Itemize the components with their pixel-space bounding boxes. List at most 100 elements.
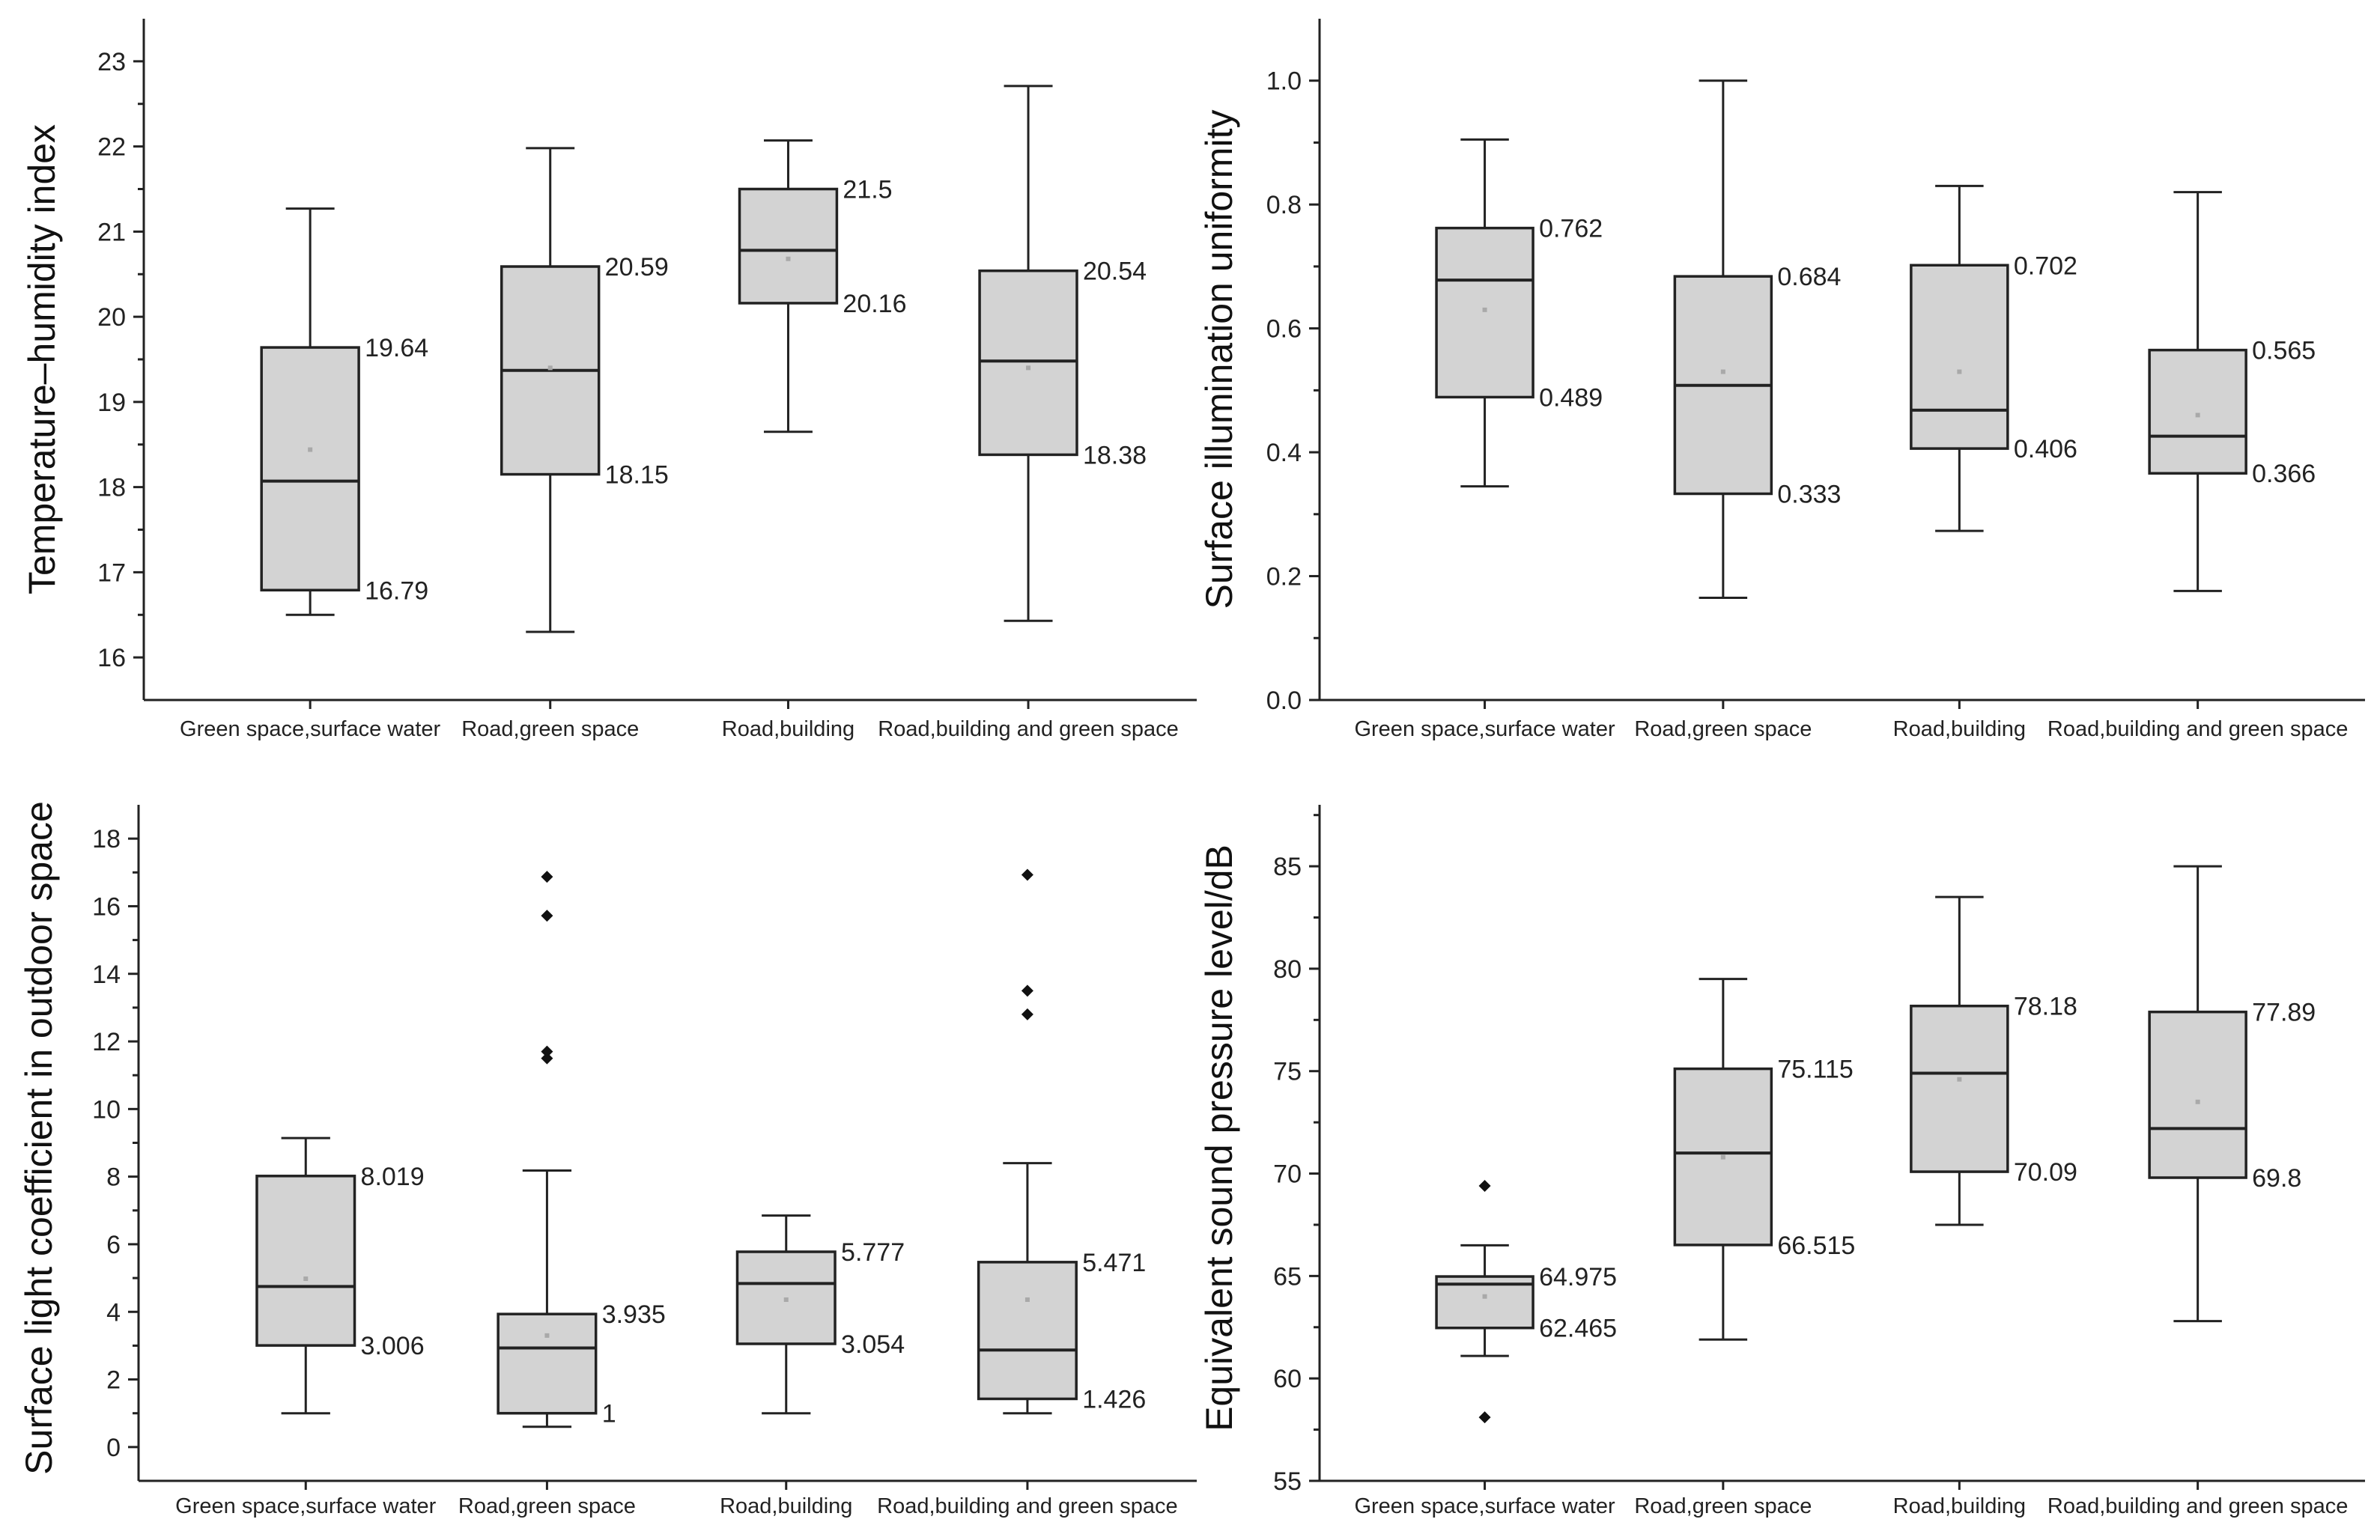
outlier-point — [1021, 868, 1033, 881]
iqr-box — [2148, 1010, 2247, 1179]
q1-label: 18.15 — [605, 461, 669, 490]
mean-marker — [1720, 369, 1725, 374]
y-tick-label: 19 — [97, 389, 126, 417]
y-tick-label: 55 — [1273, 1467, 1302, 1496]
iqr-box — [2148, 348, 2247, 475]
iqr-box — [497, 1312, 598, 1415]
outlier-point — [541, 910, 553, 922]
mean-marker — [547, 365, 553, 371]
iqr-box — [978, 269, 1078, 457]
outlier-point — [541, 1052, 553, 1065]
panel-illumination-uniformity: 0.0 0.2 0.4 0.6 0.8 1.0 Surface illumination u… — [1198, 19, 2365, 741]
q3-label: 5.471 — [1082, 1249, 1146, 1277]
y-tick-label: 85 — [1273, 853, 1302, 881]
q3-label: 5.777 — [841, 1238, 905, 1267]
y-tick-label: 1.0 — [1266, 67, 1302, 96]
x-category-label: Road,green space — [1634, 1494, 1812, 1518]
y-tick-label: 17 — [97, 559, 126, 587]
x-category-label: Road,green space — [458, 1494, 636, 1518]
y-tick-label: 65 — [1273, 1262, 1302, 1291]
mean-marker — [308, 447, 313, 452]
y-tick-label: 18 — [92, 825, 121, 853]
q1-label: 0.333 — [1777, 481, 1841, 509]
x-category-label: Green space,surface water — [1354, 1494, 1615, 1518]
panel-temperature-humidity: 16 17 18 19 20 21 22 23 Temperature–humidity ind… — [21, 19, 1197, 741]
outlier-point — [1021, 984, 1033, 997]
y-tick-label: 0.2 — [1266, 563, 1302, 591]
q1-label: 0.489 — [1539, 383, 1603, 412]
mean-marker — [783, 1297, 789, 1302]
x-category-label: Green space,surface water — [180, 717, 441, 741]
q3-label: 75.115 — [1777, 1056, 1853, 1084]
x-category-label: Road,building — [1893, 1494, 2026, 1518]
y-tick-label: 0.4 — [1266, 439, 1302, 467]
q1-label: 18.38 — [1083, 441, 1147, 469]
q1-label: 16.79 — [365, 576, 428, 605]
y-tick-label: 14 — [92, 961, 121, 989]
y-tick-label: 80 — [1273, 955, 1302, 984]
mean-marker — [1957, 1077, 1962, 1082]
iqr-box — [1435, 226, 1534, 399]
q1-label: 70.09 — [2014, 1158, 2077, 1187]
x-category-label: Road,building and green space — [2047, 1494, 2348, 1518]
y-tick-label: 8 — [106, 1163, 121, 1192]
y-tick-label: 18 — [97, 474, 126, 502]
mean-marker — [786, 256, 791, 261]
outlier-point — [1478, 1179, 1491, 1192]
q3-label: 19.64 — [365, 334, 428, 362]
q3-label: 77.89 — [2252, 999, 2316, 1027]
x-category-label: Green space,surface water — [1354, 717, 1615, 741]
y-axis-label: Equivalent sound pressure level/dB — [1198, 844, 1240, 1431]
y-axis-label: Surface light coefficient in outdoor spa… — [18, 801, 60, 1475]
y-tick-label: 10 — [92, 1095, 121, 1124]
x-category-label: Road,building — [1893, 717, 2026, 741]
outlier-point — [1021, 1008, 1033, 1020]
q1-label: 1.426 — [1082, 1385, 1146, 1413]
iqr-box — [977, 1261, 1078, 1401]
iqr-box — [1910, 1004, 2009, 1173]
mean-marker — [1957, 369, 1962, 374]
q3-label: 8.019 — [361, 1163, 425, 1191]
q3-label: 21.5 — [843, 176, 892, 204]
y-tick-label: 6 — [106, 1231, 121, 1259]
q1-label: 62.465 — [1539, 1315, 1617, 1343]
y-axis-label: Surface illumination uniformity — [1198, 110, 1240, 609]
x-category-label: Road,building and green space — [877, 1494, 1177, 1518]
x-category-label: Green space,surface water — [175, 1494, 437, 1518]
mean-marker — [2195, 413, 2200, 418]
q1-label: 20.16 — [843, 290, 906, 318]
y-tick-label: 75 — [1273, 1058, 1302, 1086]
y-tick-label: 2 — [106, 1366, 121, 1395]
q3-label: 20.54 — [1083, 258, 1147, 286]
iqr-box — [255, 1175, 356, 1347]
q1-label: 1 — [602, 1400, 616, 1428]
panel-light-coefficient: 0 2 4 6 8 10 12 14 16 18 Surface light coefficient… — [18, 801, 1197, 1518]
mean-marker — [303, 1276, 309, 1282]
iqr-box — [738, 187, 839, 305]
iqr-box — [260, 346, 360, 592]
x-category-label: Road,building and green space — [878, 717, 1178, 741]
y-tick-label: 4 — [106, 1298, 121, 1327]
x-category-label: Road,building and green space — [2047, 717, 2348, 741]
y-tick-label: 0.8 — [1266, 191, 1302, 219]
x-category-label: Road,green space — [1634, 717, 1812, 741]
y-tick-label: 0.0 — [1266, 687, 1302, 715]
mean-marker — [2195, 1099, 2200, 1104]
q1-label: 0.406 — [2014, 435, 2077, 463]
q1-label: 3.006 — [361, 1332, 425, 1360]
mean-marker — [1482, 1294, 1487, 1299]
x-category-label: Road,building — [720, 1494, 852, 1518]
y-tick-label: 16 — [92, 892, 121, 921]
y-tick-label: 0 — [106, 1434, 121, 1462]
y-axis-label: Temperature–humidity index — [21, 124, 63, 594]
y-tick-label: 21 — [97, 218, 126, 246]
mean-marker — [1024, 1297, 1030, 1302]
q1-label: 69.8 — [2252, 1164, 2301, 1193]
y-tick-label: 0.6 — [1266, 315, 1302, 344]
x-category-label: Road,green space — [461, 717, 639, 741]
mean-marker — [1482, 307, 1487, 312]
y-tick-label: 70 — [1273, 1160, 1302, 1189]
y-tick-label: 16 — [97, 644, 126, 672]
q1-label: 0.366 — [2252, 460, 2316, 488]
